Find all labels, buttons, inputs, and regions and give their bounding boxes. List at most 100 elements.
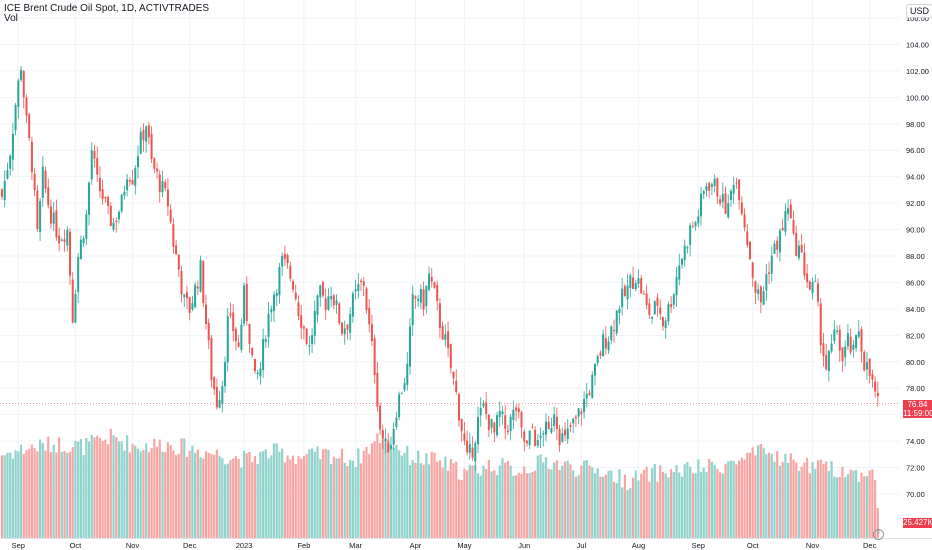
volume-bar xyxy=(126,435,129,538)
volume-bar xyxy=(865,476,869,538)
volume-bar xyxy=(436,461,439,538)
time-tick-label: Dec xyxy=(863,541,877,550)
candle-body xyxy=(566,428,569,440)
candle-body xyxy=(694,222,697,227)
candle-body xyxy=(632,277,635,290)
volume-bar xyxy=(131,443,134,538)
candle-body xyxy=(126,179,129,190)
volume-bar xyxy=(188,450,191,538)
legend-title[interactable]: ICE Brent Crude Oil Spot, 1D, ACTIVTRADE… xyxy=(4,3,210,14)
currency-badge[interactable]: USD xyxy=(906,4,932,18)
candle-body xyxy=(107,197,110,206)
volume-bar xyxy=(33,448,36,538)
volume-bar xyxy=(87,441,91,538)
candle-body xyxy=(740,202,743,214)
price-axis[interactable]: 106.00 104.00 102.00 100.00 98.00 96.00 94.00 9… xyxy=(906,14,929,499)
candle-body xyxy=(700,193,703,217)
candle-body xyxy=(207,322,210,341)
volume-bar xyxy=(683,464,686,538)
volume-bar xyxy=(689,466,692,538)
volume-bar xyxy=(3,455,6,538)
candle-body xyxy=(438,303,441,328)
candle-body xyxy=(604,337,607,349)
volume-bar xyxy=(664,473,667,538)
candle-body xyxy=(365,288,368,310)
candle-body xyxy=(305,328,308,344)
volume-bar xyxy=(384,442,387,538)
volume-bar xyxy=(134,445,137,538)
candle-body xyxy=(327,296,330,310)
volume-bar xyxy=(860,472,863,538)
volume-bar xyxy=(417,450,420,538)
time-axis[interactable]: Sep Oct Nov Dec 2023 Feb Mar Apr May Jun Jul Aug Sep… xyxy=(0,538,932,550)
time-tick-label: May xyxy=(457,541,471,550)
volume-bar xyxy=(534,470,537,538)
candle-body xyxy=(727,203,730,218)
candle-body xyxy=(477,417,479,445)
volume-bar xyxy=(746,452,749,538)
candle-body xyxy=(39,201,42,232)
candle-body xyxy=(773,243,776,254)
candle-body xyxy=(264,338,267,342)
volume-bar xyxy=(215,449,218,538)
candle-body xyxy=(574,416,577,419)
volume-bar xyxy=(142,450,145,538)
volume-bar xyxy=(172,450,175,538)
volume-bar xyxy=(335,458,338,538)
candle-body xyxy=(455,380,458,392)
candle-body xyxy=(112,222,115,230)
volume-bar xyxy=(525,473,529,538)
tradingview-logo-icon[interactable]: F xyxy=(873,529,884,540)
candle-body xyxy=(14,105,17,131)
candle-body xyxy=(857,331,860,337)
candle-body xyxy=(506,430,509,433)
volume-bar xyxy=(629,488,632,538)
volume-bar xyxy=(539,454,542,538)
volume-bar xyxy=(398,450,401,538)
volume-bar xyxy=(536,455,539,538)
volume-bar xyxy=(612,481,616,538)
candle-body xyxy=(640,278,643,294)
candle-body xyxy=(479,408,482,416)
volume-bar xyxy=(96,435,99,538)
legend-volume-label[interactable]: Vol xyxy=(4,13,18,24)
volume-bar xyxy=(357,448,360,538)
volume-bar xyxy=(599,476,602,538)
volume-bar xyxy=(223,464,227,538)
candle-body xyxy=(781,227,784,231)
volume-bar xyxy=(430,451,433,538)
volume-bar xyxy=(876,507,879,538)
candle-body xyxy=(281,255,284,267)
candle-body xyxy=(749,241,751,260)
candle-body xyxy=(539,435,542,439)
candle-body xyxy=(324,298,327,311)
volume-bar xyxy=(795,462,798,538)
volume-bar xyxy=(381,430,384,538)
volume-bar xyxy=(784,453,787,538)
volume-bar xyxy=(827,471,830,538)
volume-bar xyxy=(25,450,28,538)
candle-body xyxy=(229,313,232,316)
candle-body xyxy=(675,276,678,296)
volume-bar xyxy=(101,440,104,538)
candle-body xyxy=(357,284,360,292)
volume-bar xyxy=(678,472,681,538)
candle-body xyxy=(610,326,613,341)
volume-bar xyxy=(278,451,281,538)
candle-body xyxy=(63,239,66,242)
volume-bar xyxy=(237,459,240,538)
candle-body xyxy=(466,440,469,453)
volume-bar xyxy=(98,438,102,538)
volume-bar xyxy=(808,473,811,538)
candle-body xyxy=(349,313,352,333)
candle-body xyxy=(613,329,615,331)
candle-body xyxy=(588,392,591,395)
candle-body xyxy=(134,168,137,186)
volume-bar xyxy=(14,450,17,538)
candle-body xyxy=(104,197,107,199)
candle-body xyxy=(180,271,183,295)
volume-bar xyxy=(852,470,855,538)
candle-body xyxy=(11,133,14,160)
volume-bar xyxy=(93,437,96,538)
